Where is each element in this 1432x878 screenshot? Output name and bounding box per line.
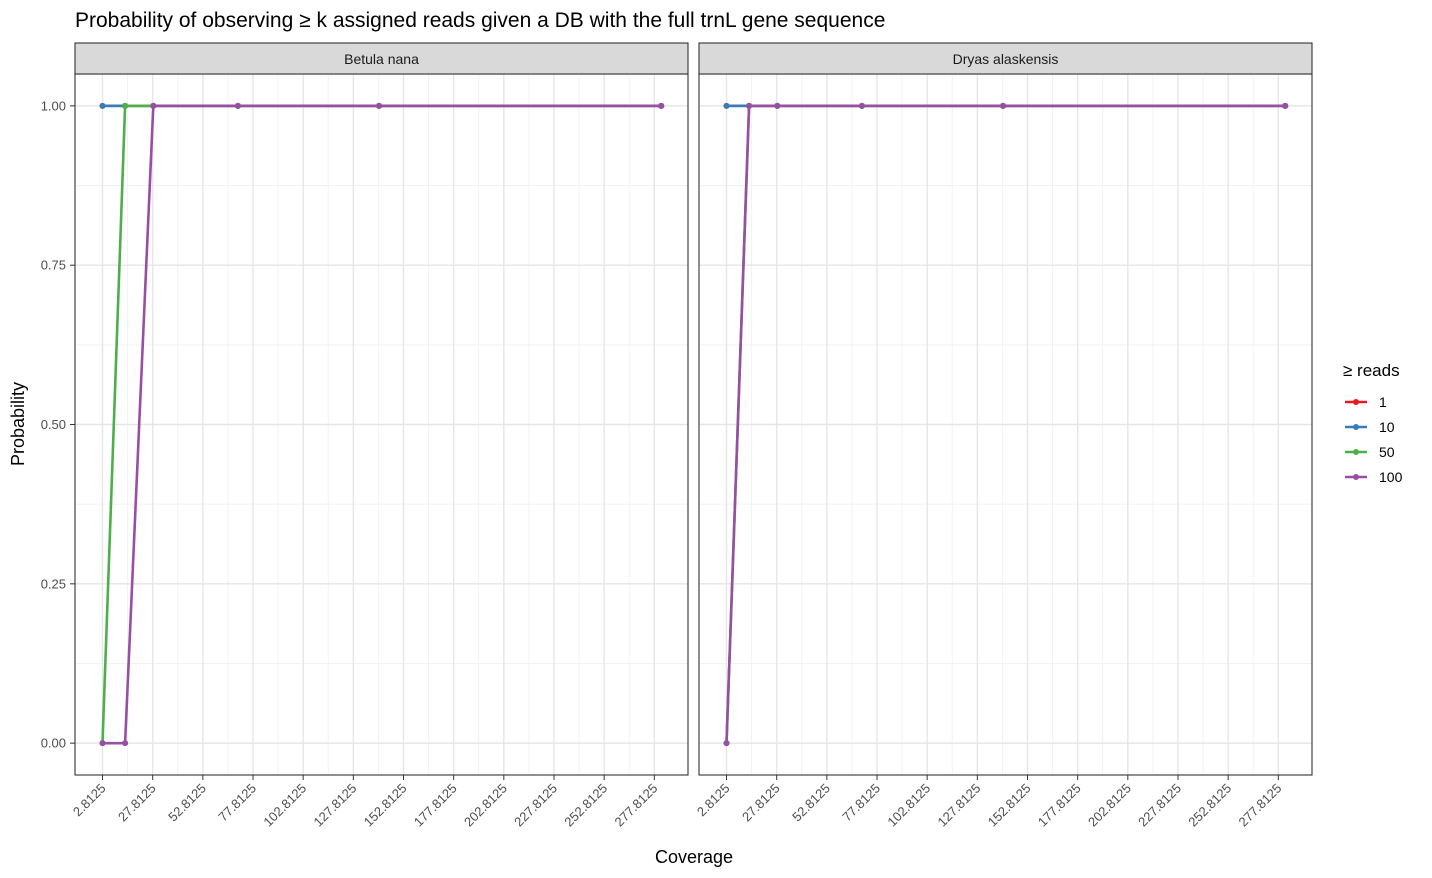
chart-title: Probability of observing ≥ k assigned re… <box>75 9 885 32</box>
facet-strip <box>74 42 689 75</box>
x-tick-label: 277.8125 <box>1235 781 1284 830</box>
x-tick-label: 52.8125 <box>165 781 209 825</box>
x-tick-label: 2.8125 <box>70 781 109 820</box>
x-tick-label: 177.8125 <box>411 781 460 830</box>
x-tick-label: 202.8125 <box>461 781 510 830</box>
x-tick-label: 27.8125 <box>115 781 159 825</box>
x-axis-title: Coverage <box>655 847 733 867</box>
data-point-100 <box>234 102 241 109</box>
data-point-100 <box>1282 102 1289 109</box>
y-tick-label: 0.75 <box>41 258 66 273</box>
x-tick-label: 2.8125 <box>694 781 733 820</box>
x-tick-label: 27.8125 <box>739 781 783 825</box>
data-point-100 <box>858 102 865 109</box>
y-tick-label: 1.00 <box>41 98 66 113</box>
x-tick-label: 52.8125 <box>789 781 833 825</box>
x-tick-label: 152.8125 <box>985 781 1034 830</box>
x-tick-label: 127.8125 <box>310 781 359 830</box>
data-point-100 <box>376 102 383 109</box>
x-tick-label: 227.8125 <box>511 781 560 830</box>
y-axis-title: Probability <box>8 382 28 466</box>
y-tick-label: 0.25 <box>41 576 66 591</box>
legend: ≥ reads 1 10 50 100 <box>1343 361 1403 485</box>
x-tick-label: 202.8125 <box>1085 781 1134 830</box>
legend-key-point-100 <box>1353 474 1359 480</box>
data-point-100 <box>1000 102 1007 109</box>
legend-key-point-1 <box>1353 399 1359 405</box>
data-point-100 <box>658 102 665 109</box>
x-tick-label: 102.8125 <box>260 781 309 830</box>
facet-strip-label: Dryas alaskensis <box>953 51 1059 67</box>
data-point-100 <box>746 102 753 109</box>
data-point-10 <box>723 102 730 109</box>
x-tick-label: 127.8125 <box>934 781 983 830</box>
x-tick-label: 77.8125 <box>215 781 259 825</box>
data-point-10 <box>99 102 106 109</box>
legend-key-point-10 <box>1353 424 1359 430</box>
data-point-100 <box>723 740 730 747</box>
facet-strip-label: Betula nana <box>344 51 419 67</box>
data-point-100 <box>150 102 157 109</box>
data-point-100 <box>122 740 129 747</box>
series-line-100 <box>725 104 1286 744</box>
y-tick-label: 0.50 <box>41 417 66 432</box>
series-line-100 <box>102 104 662 745</box>
x-tick-label: 152.8125 <box>361 781 410 830</box>
x-tick-label: 252.8125 <box>561 781 610 830</box>
x-tick-label: 277.8125 <box>611 781 660 830</box>
x-tick-label: 77.8125 <box>839 781 883 825</box>
panel-dryas-alaskensis: Dryas alaskensis 2.8125 27.8125 52.8125 77.8… <box>694 42 1313 830</box>
legend-label-1: 1 <box>1379 394 1387 410</box>
panel-betula-nana: Betula nana 2.8125 27.8125 52.8125 77.8125 10… <box>41 42 689 830</box>
x-tick-label: 252.8125 <box>1185 781 1234 830</box>
legend-label-50: 50 <box>1379 444 1395 460</box>
x-tick-label: 177.8125 <box>1035 781 1084 830</box>
data-point-100 <box>774 102 781 109</box>
facet-strip <box>698 42 1313 75</box>
legend-label-10: 10 <box>1379 419 1395 435</box>
data-point-100 <box>99 740 106 747</box>
x-tick-label: 227.8125 <box>1135 781 1184 830</box>
x-tick-label: 102.8125 <box>884 781 933 830</box>
legend-title: ≥ reads <box>1343 361 1400 380</box>
data-point-50 <box>122 102 129 109</box>
y-tick-label: 0.00 <box>41 736 66 751</box>
legend-label-100: 100 <box>1379 469 1403 485</box>
legend-key-point-50 <box>1353 449 1359 455</box>
